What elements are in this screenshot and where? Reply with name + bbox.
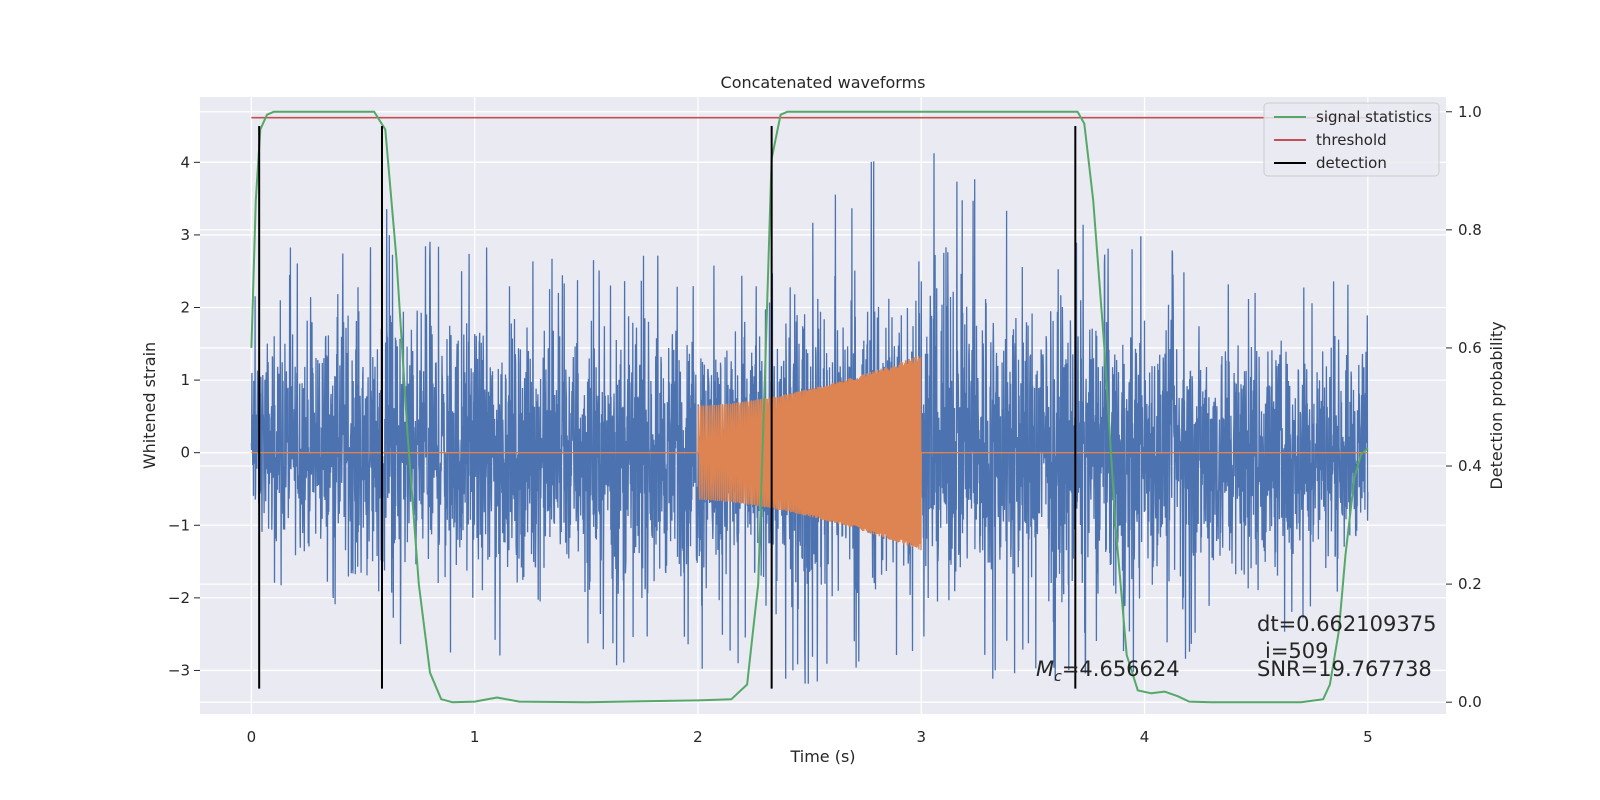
template-series [251,355,1368,551]
y-tick-label: −2 [168,589,190,607]
annotation-index: i=509 [1265,639,1329,663]
y-tick-label: −3 [168,661,190,679]
chart-title: Concatenated waveforms [721,73,926,92]
legend: signal statistics threshold detection [1263,102,1440,177]
y2-tick-label: 1.0 [1458,103,1482,121]
annotation-chirp-mass: Mc=4.656624 [1036,657,1180,685]
x-axis-label: Time (s) [789,747,855,766]
legend-label-signal-statistics: signal statistics [1316,108,1432,126]
y-tick-label: 2 [180,299,190,317]
y2-tick-label: 0.6 [1458,339,1482,357]
annotation-snr: SNR=19.767738 [1257,657,1432,681]
detection-series [258,126,1077,689]
legend-box [1263,102,1440,177]
y2-tick-label: 0.8 [1458,221,1482,239]
template-line [251,355,1368,551]
x-tick-label: 4 [1140,728,1150,746]
annotation-dt: dt=0.662109375 [1257,612,1436,636]
y-tick-label: −1 [168,516,190,534]
axis-ticks: 0 1 2 3 4 5 −3 −2 −1 0 1 2 3 4 0.0 0.2 0.4 0.6 0.8 1.0 [168,103,1482,746]
y2-tick-label: 0.0 [1458,693,1482,711]
legend-label-threshold: threshold [1316,131,1387,149]
x-tick-label: 2 [693,728,703,746]
y-tick-label: 1 [180,371,190,389]
y-tick-label: 4 [180,153,190,171]
x-tick-label: 5 [1363,728,1373,746]
legend-label-detection: detection [1316,154,1387,172]
y2-tick-label: 0.2 [1458,575,1482,593]
y-axis-label: Whitened strain [140,342,159,469]
x-tick-label: 0 [247,728,257,746]
annotations: Mc=4.656624 dt=0.662109375 i=509 SNR=19.… [1036,612,1436,685]
y2-axis-label: Detection probability [1487,321,1506,489]
x-tick-label: 3 [916,728,926,746]
annotation-mc-symbol: M [1036,657,1054,681]
y2-tick-label: 0.4 [1458,457,1482,475]
annotation-mc-subscript: c [1054,669,1062,685]
annotation-mc-value: =4.656624 [1062,657,1180,681]
x-tick-label: 1 [470,728,480,746]
y-tick-label: 0 [180,444,190,462]
y-tick-label: 3 [180,226,190,244]
